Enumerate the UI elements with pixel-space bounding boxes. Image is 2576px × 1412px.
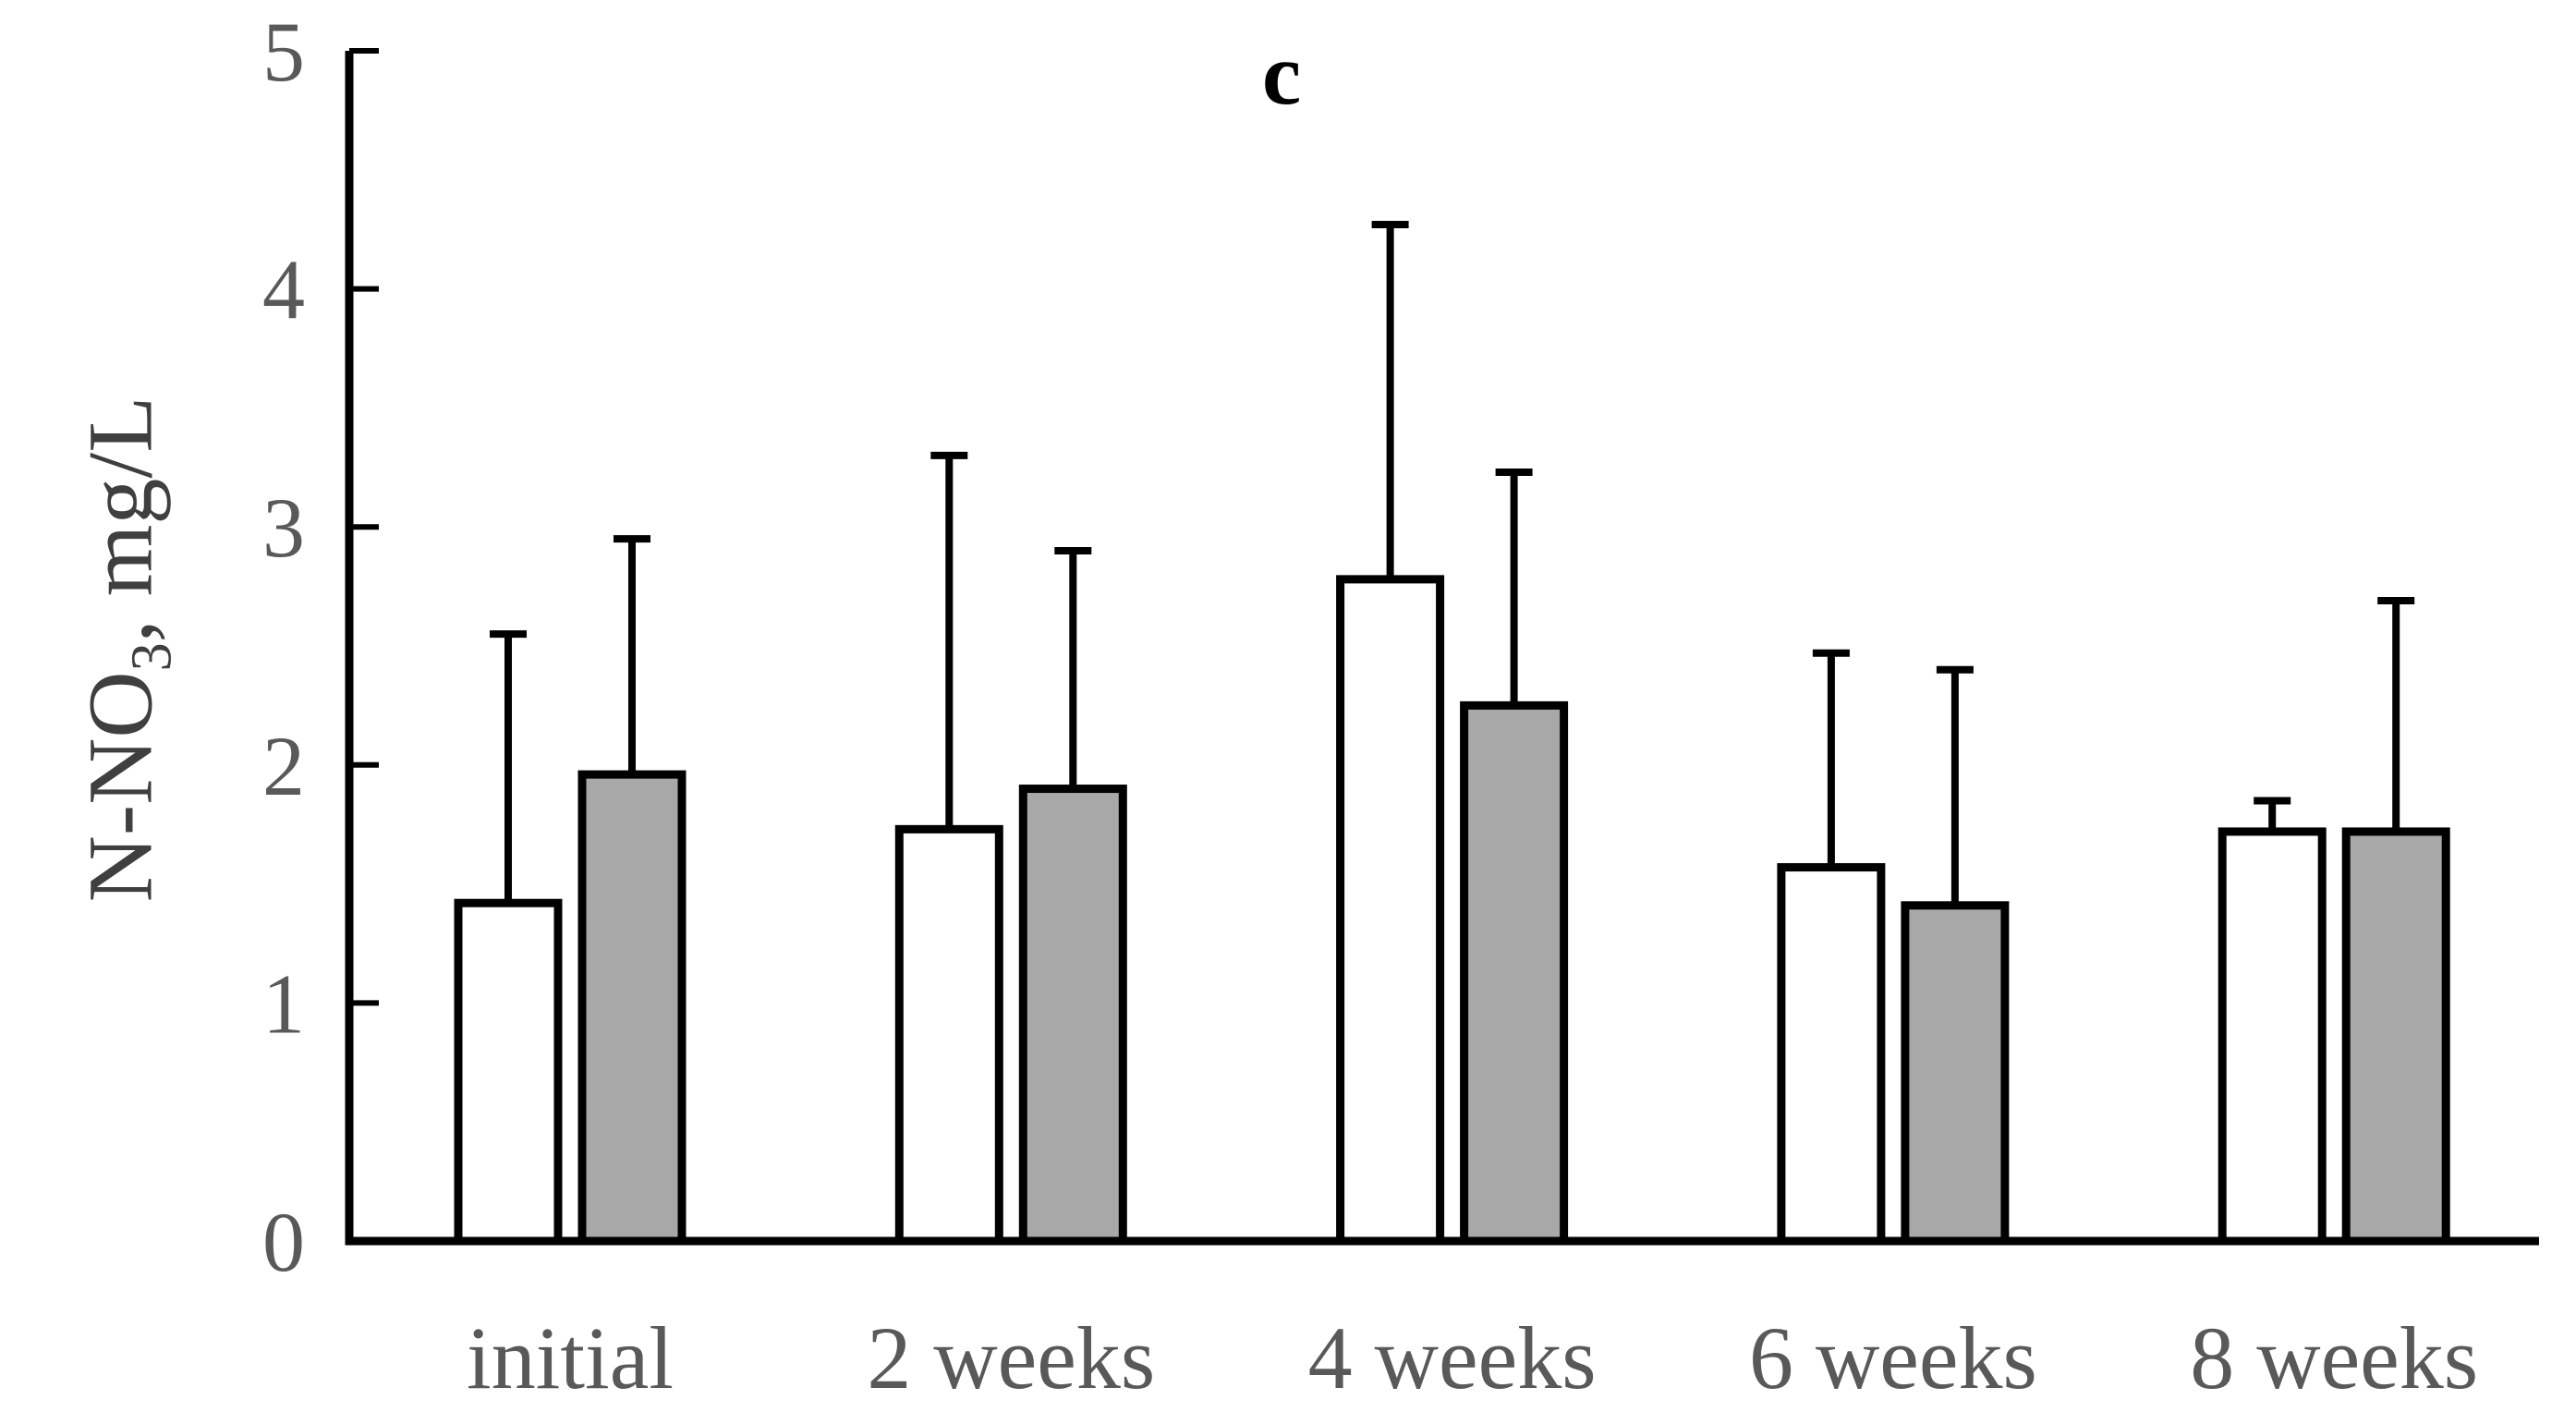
bar-white-bars-4-weeks	[1336, 575, 1445, 1246]
y-tick-label: 4	[262, 243, 305, 337]
y-tick-label: 3	[262, 481, 305, 575]
bar-gray-bars-4-weeks	[1460, 700, 1569, 1246]
x-category-label: 4 weeks	[1308, 1309, 1597, 1407]
x-category-label: 8 weeks	[2190, 1309, 2478, 1407]
bar-gray-bars-6-weeks	[1901, 901, 2010, 1246]
y-tick-label: 1	[262, 956, 305, 1051]
x-category-label: 6 weeks	[1749, 1309, 2037, 1407]
bar-white-bars-8-weeks	[2218, 827, 2327, 1246]
bar-gray-bars-8-weeks	[2341, 827, 2450, 1246]
x-category-label: initial	[467, 1309, 674, 1407]
axis-spine	[345, 51, 2539, 1246]
bar-white-bars-2-weeks	[894, 824, 1003, 1246]
y-tick-label: 2	[262, 719, 305, 813]
bar-white-bars-6-weeks	[1777, 863, 1886, 1246]
bar-white-bars-initial	[454, 898, 563, 1246]
y-tick-label: 0	[262, 1195, 305, 1289]
bar-gray-bars-2-weeks	[1018, 785, 1127, 1246]
x-category-label: 2 weeks	[867, 1309, 1155, 1407]
panel-label: c	[1262, 25, 1302, 123]
bar-gray-bars-initial	[577, 770, 687, 1246]
y-tick-label: 5	[262, 5, 305, 99]
